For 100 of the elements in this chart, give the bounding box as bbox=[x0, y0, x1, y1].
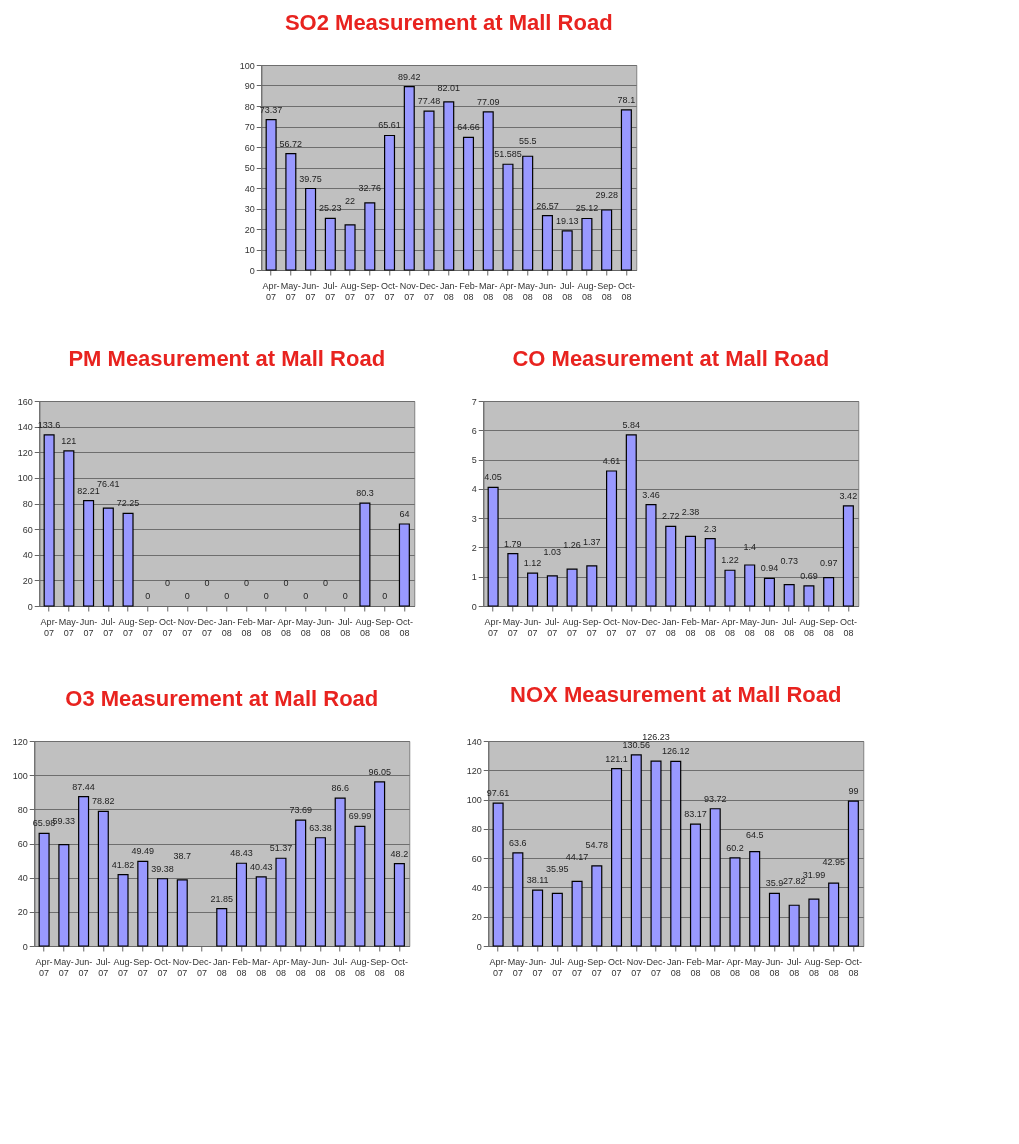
data-label: 93.72 bbox=[703, 793, 727, 804]
data-label: 82.01 bbox=[437, 82, 461, 93]
chart-title: PM Measurement at Mall Road bbox=[68, 346, 386, 371]
data-label: 44.17 bbox=[565, 852, 589, 863]
y-tick-label: 40 bbox=[17, 873, 28, 884]
data-label: 1.4 bbox=[743, 542, 756, 552]
data-label: 4.05 bbox=[484, 472, 502, 483]
data-label: 51.37 bbox=[269, 843, 293, 854]
bar bbox=[83, 500, 95, 607]
x-tick-label: Feb-08 bbox=[681, 616, 700, 638]
x-tick-label: Oct-07 bbox=[154, 956, 172, 978]
bar bbox=[541, 214, 553, 271]
bar bbox=[650, 760, 662, 947]
data-label: 38.7 bbox=[173, 850, 192, 861]
x-tick-label: Aug-07 bbox=[567, 956, 587, 978]
y-tick-label: 7 bbox=[471, 396, 477, 407]
y-tick-label: 140 bbox=[17, 422, 33, 433]
data-label: 121.1 bbox=[605, 753, 628, 764]
x-tick-label: Apr-07 bbox=[40, 616, 58, 638]
y-tick-label: 120 bbox=[466, 765, 482, 776]
chart-title: SO2 Measurement at Mall Road bbox=[284, 10, 613, 35]
bar bbox=[482, 111, 494, 271]
data-label: 48.2 bbox=[390, 848, 409, 859]
x-tick-label: Jul-07 bbox=[545, 616, 560, 638]
x-tick-label: Dec-07 bbox=[192, 956, 212, 978]
x-tick-label: Oct-08 bbox=[390, 956, 408, 978]
bar bbox=[507, 552, 519, 607]
x-tick-label: Feb-08 bbox=[237, 616, 256, 638]
data-label: 77.48 bbox=[417, 96, 441, 107]
x-tick-label: Jan-08 bbox=[217, 616, 236, 638]
data-label: 0 bbox=[342, 591, 348, 601]
bar bbox=[670, 760, 682, 947]
y-tick-label: 2 bbox=[471, 542, 477, 553]
bar bbox=[763, 577, 775, 607]
x-tick-label: Oct-08 bbox=[844, 956, 862, 978]
y-tick-label: 80 bbox=[244, 101, 255, 112]
x-tick-label: Feb-08 bbox=[686, 956, 705, 978]
x-tick-label: Jun-08 bbox=[316, 616, 335, 638]
x-tick-label: Oct-07 bbox=[159, 616, 177, 638]
bar bbox=[522, 155, 534, 271]
bar bbox=[571, 880, 583, 947]
bar bbox=[551, 892, 563, 947]
y-tick-label: 40 bbox=[471, 882, 482, 893]
bar bbox=[102, 507, 114, 607]
bar bbox=[803, 585, 815, 607]
y-tick-label: 160 bbox=[17, 396, 33, 407]
y-tick-label: 6 bbox=[471, 425, 477, 436]
x-tick-label: Apr-08 bbox=[272, 956, 290, 978]
x-tick-label: Aug-08 bbox=[577, 280, 597, 302]
bar bbox=[285, 153, 297, 271]
bar bbox=[492, 802, 504, 947]
x-tick-label: Apr-08 bbox=[721, 616, 739, 638]
y-tick-label: 120 bbox=[17, 447, 33, 458]
x-tick-label: Oct-08 bbox=[839, 616, 857, 638]
chart-title: CO Measurement at Mall Road bbox=[512, 346, 830, 371]
bar bbox=[591, 865, 603, 947]
bar bbox=[606, 470, 618, 607]
x-tick-label: Aug-08 bbox=[355, 616, 375, 638]
x-tick-label: Sep-08 bbox=[597, 280, 617, 302]
y-tick-label: 40 bbox=[22, 550, 33, 561]
bar bbox=[625, 434, 637, 607]
data-label: 0 bbox=[263, 591, 269, 601]
data-label: 40.43 bbox=[249, 861, 273, 872]
bar bbox=[566, 568, 578, 607]
x-tick-label: Apr-08 bbox=[499, 280, 517, 302]
x-tick-label: May-08 bbox=[739, 616, 760, 638]
data-label: 78.1 bbox=[617, 94, 636, 105]
x-tick-label: Jan-08 bbox=[666, 956, 685, 978]
y-tick-label: 60 bbox=[471, 853, 482, 864]
bar bbox=[398, 523, 410, 607]
data-label: 1.26 bbox=[563, 540, 581, 551]
y-tick-label: 30 bbox=[244, 204, 255, 214]
bar bbox=[63, 450, 75, 607]
data-label: 126.12 bbox=[661, 746, 690, 757]
x-tick-label: Jul-07 bbox=[101, 616, 116, 638]
bar bbox=[58, 844, 70, 947]
bar bbox=[532, 889, 544, 947]
x-tick-label: Nov-07 bbox=[399, 280, 419, 302]
x-tick-label: Jul-08 bbox=[332, 956, 348, 978]
data-label: 78.82 bbox=[92, 796, 115, 807]
x-tick-label: Apr-08 bbox=[726, 956, 744, 978]
data-label: 96.05 bbox=[368, 766, 391, 777]
x-tick-label: Mar-08 bbox=[700, 616, 720, 638]
data-label: 1.03 bbox=[543, 546, 562, 557]
bar bbox=[334, 797, 346, 947]
bar bbox=[38, 832, 50, 947]
data-label: 54.78 bbox=[585, 839, 609, 850]
bar bbox=[176, 879, 188, 947]
x-tick-label: Nov-07 bbox=[177, 616, 197, 638]
x-tick-label: Dec-07 bbox=[419, 280, 439, 302]
x-tick-label: Feb-08 bbox=[232, 956, 251, 978]
y-tick-label: 0 bbox=[471, 601, 477, 612]
y-tick-label: 20 bbox=[17, 907, 28, 918]
bar bbox=[611, 768, 623, 947]
data-label: 69.99 bbox=[348, 811, 372, 822]
y-tick-label: 20 bbox=[471, 912, 482, 923]
bar bbox=[729, 857, 741, 947]
bar bbox=[512, 852, 524, 947]
data-label: 4.61 bbox=[602, 455, 621, 466]
x-tick-label: Mar-08 bbox=[251, 956, 271, 978]
